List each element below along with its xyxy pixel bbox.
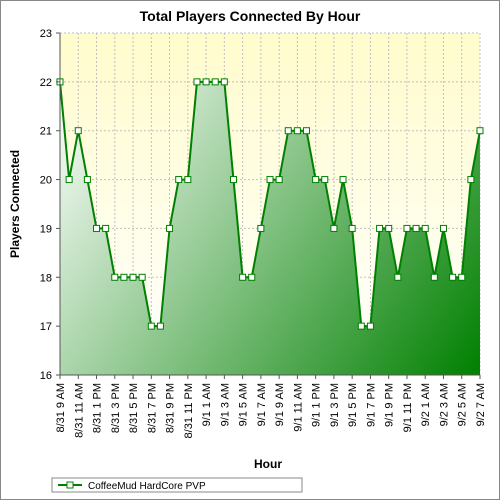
x-tick-label: 9/1 9 PM	[384, 383, 396, 427]
x-tick-label: 9/1 11 PM	[402, 383, 414, 432]
x-tick-label: 8/31 7 PM	[146, 383, 158, 433]
x-tick-label: 9/1 5 AM	[238, 383, 250, 426]
data-point	[394, 273, 402, 281]
data-point	[421, 224, 429, 232]
data-point	[403, 224, 411, 232]
x-tick-label: 9/1 3 AM	[219, 383, 231, 426]
x-tick-label: 9/2 7 AM	[475, 383, 487, 426]
data-point	[321, 176, 329, 184]
data-point	[284, 127, 292, 135]
x-tick-label: 8/31 9 PM	[165, 383, 177, 433]
y-axis-label: Players Connected	[8, 150, 22, 258]
data-point	[129, 273, 137, 281]
data-point	[184, 176, 192, 184]
y-tick-label: 20	[40, 175, 52, 187]
data-point	[111, 273, 119, 281]
x-tick-label: 9/1 3 PM	[329, 383, 341, 427]
x-tick-label: 9/1 11 AM	[292, 383, 304, 432]
data-point	[275, 176, 283, 184]
data-point	[439, 224, 447, 232]
data-point	[220, 78, 228, 86]
series-area	[60, 81, 480, 376]
x-axis-ticks: 8/31 9 AM 8/31 11 AM 8/31 1 PM 8/31 3 PM 8/3…	[55, 375, 487, 438]
data-point	[193, 78, 201, 86]
data-point	[303, 127, 311, 135]
x-tick-label: 9/2 1 AM	[420, 383, 432, 426]
x-tick-label: 9/1 1 AM	[201, 383, 213, 426]
data-point	[202, 78, 210, 86]
chart-title: Total Players Connected By Hour	[140, 8, 361, 24]
x-tick-label: 8/31 1 PM	[92, 383, 104, 433]
data-point	[476, 127, 484, 135]
data-point	[166, 224, 174, 232]
y-tick-label: 17	[40, 321, 52, 333]
data-point	[385, 224, 393, 232]
data-markers	[56, 78, 484, 330]
data-point	[339, 176, 347, 184]
data-point	[74, 127, 82, 135]
data-point	[120, 273, 128, 281]
data-point	[357, 322, 365, 330]
data-point	[366, 322, 374, 330]
y-tick-label: 23	[40, 28, 52, 40]
data-point	[83, 176, 91, 184]
legend: CoffeeMud HardCore PVP	[51, 477, 303, 493]
data-point	[449, 273, 457, 281]
data-point	[467, 176, 475, 184]
y-axis-ticks: 16 17 18 19 20 21 22 23	[40, 28, 60, 382]
x-tick-label: 9/1 5 PM	[347, 383, 359, 427]
x-tick-label: 9/2 5 AM	[457, 383, 469, 426]
x-tick-label: 9/1 1 PM	[311, 383, 323, 427]
x-tick-label: 8/31 9 AM	[55, 383, 67, 433]
x-tick-label: 8/31 11 AM	[73, 383, 85, 438]
data-point	[312, 176, 320, 184]
data-point	[248, 273, 256, 281]
y-tick-label: 21	[40, 126, 52, 138]
legend-marker-swatch	[66, 481, 74, 489]
x-tick-label: 9/1 9 AM	[274, 383, 286, 426]
legend-box	[51, 477, 303, 493]
x-axis-label: Hour	[254, 457, 282, 471]
x-tick-label: 9/1 7 AM	[256, 383, 268, 426]
x-tick-label: 9/2 3 AM	[438, 383, 450, 426]
y-tick-label: 16	[40, 370, 52, 382]
data-point	[330, 224, 338, 232]
data-point	[102, 224, 110, 232]
x-tick-label: 8/31 5 PM	[128, 383, 140, 433]
data-point	[257, 224, 265, 232]
data-point	[65, 176, 73, 184]
x-tick-label: 8/31 11 PM	[183, 383, 195, 438]
data-point	[266, 176, 274, 184]
y-tick-label: 19	[40, 223, 52, 235]
legend-series-name: CoffeeMud HardCore PVP	[88, 481, 206, 492]
x-tick-label: 8/31 3 PM	[110, 383, 122, 433]
data-point	[293, 127, 301, 135]
data-point	[376, 224, 384, 232]
data-point	[156, 322, 164, 330]
x-tick-label: 9/1 7 PM	[365, 383, 377, 427]
data-point	[229, 176, 237, 184]
data-point	[458, 273, 466, 281]
data-point	[430, 273, 438, 281]
data-point	[239, 273, 247, 281]
y-tick-label: 22	[40, 77, 52, 89]
y-tick-label: 18	[40, 272, 52, 284]
data-point	[348, 224, 356, 232]
data-point	[211, 78, 219, 86]
data-point	[93, 224, 101, 232]
data-point	[147, 322, 155, 330]
data-point	[175, 176, 183, 184]
data-point	[138, 273, 146, 281]
data-point	[412, 224, 420, 232]
